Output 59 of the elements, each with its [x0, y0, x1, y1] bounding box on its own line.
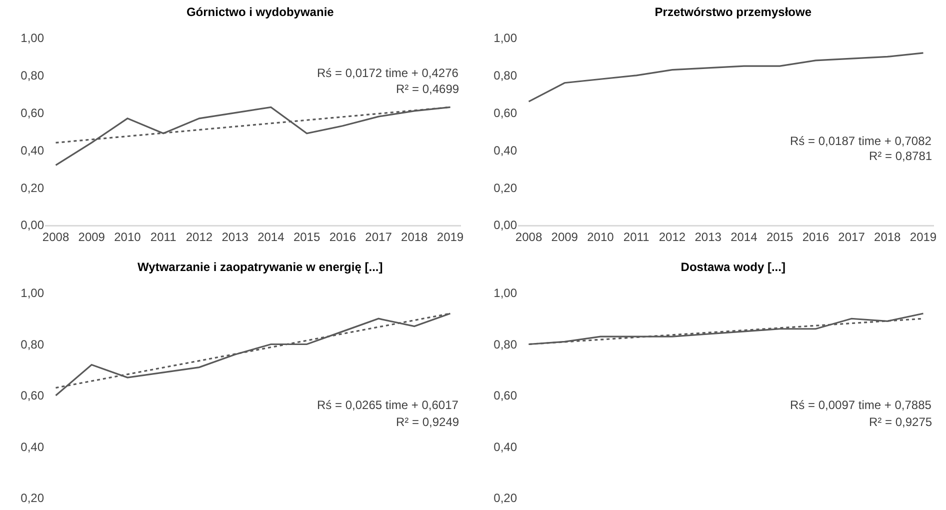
y-tick-label: 0,60	[494, 106, 518, 120]
x-tick-label: 2017	[365, 230, 392, 244]
x-tick-label: 2009	[551, 230, 578, 244]
y-tick-label: 0,60	[20, 388, 44, 403]
y-tick-label: 1,00	[20, 286, 44, 300]
line-series	[528, 52, 924, 102]
y-tick-label: 0,20	[494, 491, 518, 506]
x-tick-label: 2012	[658, 230, 686, 244]
x-tick-label: 2016	[329, 230, 356, 244]
x-tick-label: 2009	[78, 230, 106, 244]
y-tick-label: 0,40	[20, 440, 44, 454]
x-tick-label: 2008	[42, 230, 70, 244]
y-tick-label: 0,00	[20, 218, 44, 232]
annotation: R² = 0,9275	[869, 415, 932, 429]
annotation: R² = 0,9249	[396, 415, 460, 429]
x-tick-label: 2013	[694, 230, 722, 244]
x-tick-label: 2015	[766, 230, 794, 244]
x-tick-label: 2015	[293, 230, 320, 244]
x-tick-label: 2019	[436, 230, 464, 244]
y-tick-label: 0,40	[494, 143, 518, 158]
y-tick-label: 0,20	[494, 180, 518, 195]
y-tick-label: 0,80	[20, 337, 44, 352]
y-tick-label: 0,20	[20, 491, 44, 506]
chart-title: Dostawa wody [...]	[680, 260, 786, 274]
x-tick-label: 2014	[730, 230, 758, 244]
annotation: Rś = 0,0265 time + 0,6017	[317, 398, 459, 412]
y-tick-label: 0,20	[20, 180, 44, 195]
x-tick-label: 2011	[150, 230, 177, 244]
x-tick-label: 2019	[910, 230, 937, 244]
y-tick-label: 0,80	[494, 68, 518, 83]
x-tick-label: 2018	[874, 230, 902, 244]
y-tick-label: 0,40	[20, 143, 44, 158]
x-tick-label: 2014	[258, 230, 285, 244]
x-tick-label: 2013	[222, 230, 249, 244]
x-tick-label: 2010	[114, 230, 142, 244]
y-tick-label: 0,80	[20, 68, 44, 83]
y-tick-label: 0,80	[494, 337, 518, 352]
chart-title: Wytwarzanie i zaopatrywanie w energię [...]	[138, 260, 383, 274]
y-tick-label: 0,40	[494, 440, 518, 454]
chart-title: Górnictwo i wydobywanie	[186, 5, 334, 20]
annotation: R² = 0,4699	[396, 82, 460, 96]
annotation: Rś = 0,0187 time + 0,7082	[790, 134, 932, 148]
x-tick-label: 2018	[401, 230, 428, 244]
x-tick-label: 2011	[623, 230, 650, 244]
y-tick-label: 1,00	[494, 31, 518, 46]
annotation: Rś = 0,0097 time + 0,7885	[790, 398, 932, 412]
y-tick-label: 0,00	[494, 218, 518, 232]
x-tick-label: 2010	[587, 230, 614, 244]
annotation: Rś = 0,0172 time + 0,4276	[317, 66, 459, 80]
y-tick-label: 0,60	[20, 106, 44, 120]
y-tick-label: 0,60	[494, 388, 518, 403]
y-tick-label: 1,00	[494, 286, 518, 300]
annotation: R² = 0,8781	[869, 149, 932, 163]
x-tick-label: 2012	[186, 230, 213, 244]
y-tick-label: 1,00	[20, 31, 44, 46]
x-tick-label: 2008	[515, 230, 542, 244]
chart-title: Przetwórstwo przemysłowe	[654, 5, 812, 20]
x-tick-label: 2016	[802, 230, 830, 244]
x-tick-label: 2017	[838, 230, 866, 244]
